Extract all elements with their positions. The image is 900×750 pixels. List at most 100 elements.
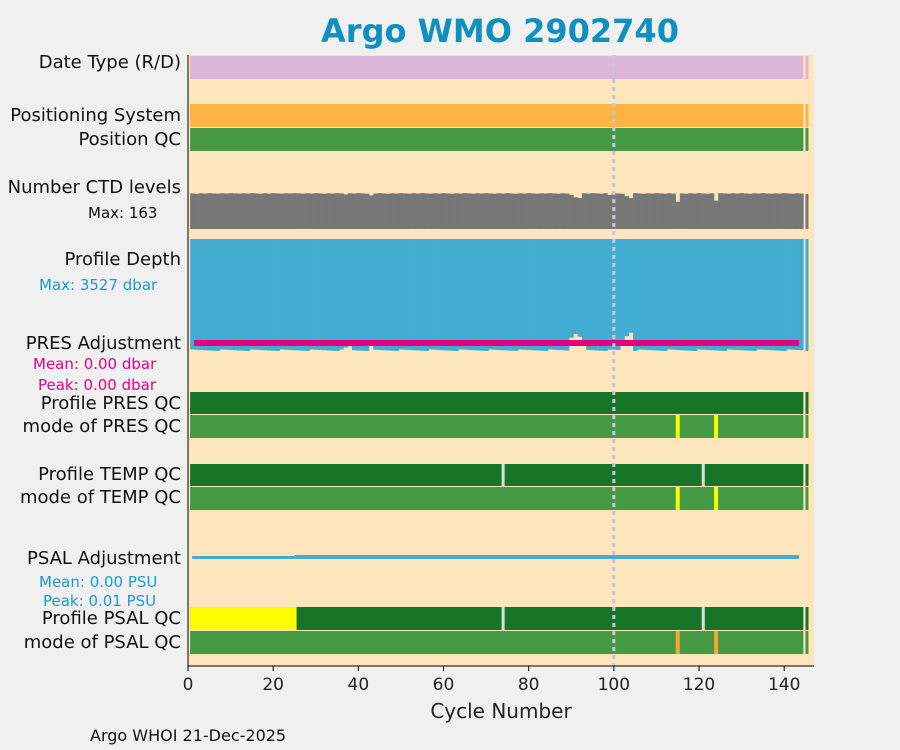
depth-bar	[552, 239, 557, 350]
depth-bar	[411, 239, 417, 351]
ctd-bar	[509, 193, 515, 229]
ctd-bar	[530, 193, 536, 229]
depth-bar	[586, 239, 591, 350]
ctd-bar	[317, 193, 323, 229]
ctd-bar	[671, 193, 676, 229]
ctd-max: Max: 163	[88, 204, 158, 222]
ctd-bar	[279, 193, 285, 229]
depth-bar	[735, 239, 740, 350]
depth-bar	[628, 239, 634, 333]
depth-bar	[334, 239, 340, 351]
ctd-bar	[718, 193, 723, 229]
ctd-bar	[518, 193, 523, 229]
depth-bar	[518, 239, 523, 350]
depth-bar	[207, 239, 212, 351]
psal-adjustment-line-a	[192, 556, 295, 559]
x-tick-label: 140	[767, 675, 801, 695]
x-tick-label: 60	[432, 675, 455, 695]
depth-bar	[403, 239, 408, 350]
ctd-bar	[641, 193, 647, 229]
depth-bar	[539, 239, 544, 351]
break-profile-psal-qc	[701, 607, 705, 630]
ctd-bar	[709, 193, 715, 229]
ctd-bar	[437, 193, 442, 229]
depth-bar	[296, 239, 302, 351]
depth-bar	[718, 239, 723, 351]
depth-bar	[799, 239, 804, 351]
ctd-bar	[432, 193, 438, 229]
depth-bar	[471, 239, 476, 351]
ctd-bar	[760, 193, 766, 229]
ctd-bar	[262, 193, 268, 229]
ctd-bar	[573, 197, 578, 229]
depth-bar	[581, 239, 587, 342]
ctd-bar	[794, 193, 800, 229]
ctd-bar	[799, 193, 804, 229]
depth-bar	[300, 239, 306, 351]
depth-bar	[313, 239, 319, 350]
depth-bar	[292, 239, 297, 351]
ctd-bar	[283, 193, 289, 229]
ctd-bar	[245, 193, 251, 229]
chart-title: Argo WMO 2902740	[321, 12, 679, 50]
x-tick-label: 120	[682, 675, 716, 695]
ctd-bar	[249, 193, 255, 229]
depth-bar	[262, 239, 268, 351]
ctd-bar	[377, 193, 383, 229]
ctd-bar	[271, 193, 276, 229]
depth-bar	[522, 239, 527, 350]
label-profile-depth: Profile Depth	[64, 249, 181, 270]
ctd-bar	[411, 193, 417, 229]
depth-bar	[530, 239, 536, 351]
depth-bar	[258, 239, 263, 350]
depth-bar	[641, 239, 647, 350]
depth-bar	[449, 239, 455, 351]
depth-bar	[458, 239, 463, 350]
depth-bar	[441, 239, 446, 351]
depth-bar	[254, 239, 259, 350]
break-profile-temp-qc	[701, 464, 705, 486]
flag-mode-pres-qc	[675, 415, 680, 438]
label-mode-psal-qc: mode of PSAL QC	[23, 632, 181, 653]
depth-bar	[692, 239, 698, 351]
depth-bar	[769, 239, 774, 351]
depth-bar	[786, 239, 791, 350]
depth-bar	[466, 239, 472, 350]
ctd-bar	[292, 193, 297, 229]
depth-bar	[688, 239, 693, 351]
depth-bar	[526, 239, 532, 350]
depth-bar	[232, 239, 238, 351]
ctd-bar	[211, 193, 216, 229]
ctd-bar	[343, 194, 348, 229]
ctd-bar	[675, 201, 681, 229]
depth-bar	[437, 239, 442, 350]
depth-bar	[394, 239, 400, 351]
depth-bar	[322, 239, 327, 351]
ctd-bar	[445, 193, 451, 229]
ctd-bar	[198, 193, 204, 229]
band-date-type-last	[805, 56, 809, 79]
depth-bar	[492, 239, 498, 350]
ctd-bar	[334, 193, 340, 229]
ctd-bar	[313, 193, 319, 229]
depth-bar	[347, 239, 353, 347]
depth-bar	[496, 239, 502, 350]
ctd-bar	[454, 193, 459, 229]
label-profile-psal-qc: Profile PSAL QC	[41, 608, 181, 629]
depth-bar	[381, 239, 387, 351]
ctd-bar	[488, 193, 493, 229]
label-mode-temp-qc: mode of TEMP QC	[19, 487, 181, 508]
depth-bar	[713, 239, 719, 351]
ctd-bar	[552, 193, 557, 229]
break-profile-psal-qc	[501, 607, 505, 630]
pres-adjustment-line	[194, 340, 800, 346]
psal-peak: Peak: 0.01 PSU	[43, 592, 157, 610]
depth-bar	[351, 239, 357, 351]
ctd-bar	[577, 198, 583, 229]
depth-bar	[424, 239, 429, 351]
depth-bar	[611, 239, 617, 350]
ctd-bar	[394, 193, 400, 229]
ctd-bar	[684, 193, 689, 229]
label-positioning: Positioning System	[10, 105, 181, 126]
depth-bar	[339, 239, 344, 350]
